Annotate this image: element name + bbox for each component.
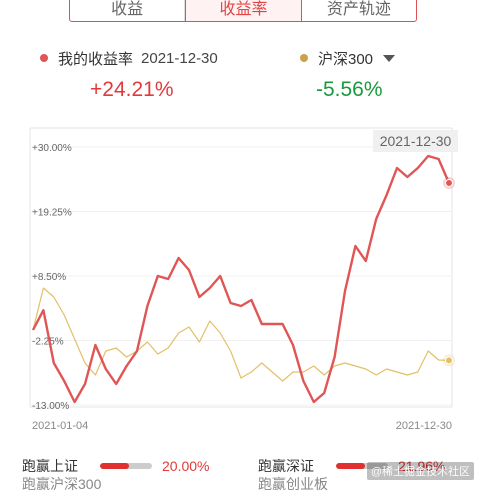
benchmark-summary[interactable]: 沪深300 -5.56% [300,46,396,102]
x-tick-label: 2021-12-30 [396,420,452,432]
chart-date-badge: 2021-12-30 [373,130,458,152]
beat-shanghai-bar-fill [100,463,129,469]
tab-return-rate[interactable]: 收益率 [185,0,302,21]
beat-shanghai-label: 跑赢上证 [22,458,78,474]
beat-shenzhen-value: 21.96% [398,458,446,474]
tab-bar: 收益 收益率 资产轨迹 [69,0,417,22]
my-return-date: 2021-12-30 [141,49,218,67]
benchmark-value: -5.56% [316,78,383,101]
beat-shanghai: 跑赢上证 20.00% [22,456,209,476]
y-tick-label: +30.00% [32,143,72,154]
beat-shanghai-bar [100,463,152,469]
summary-panel: 我的收益率 2021-12-30 +24.21% 沪深300 -5.56% [0,46,480,116]
my-return-label: 我的收益率 [58,50,134,68]
beat-shanghai-value: 20.00% [162,458,210,474]
my-return-line [31,154,451,404]
benchmark-label: 沪深300 [318,50,374,68]
beat-chinext-label: 跑赢创业板 [258,476,328,492]
y-tick-label: +19.25% [32,208,72,219]
my-return-summary: 我的收益率 2021-12-30 +24.21% [40,46,218,102]
return-line-chart[interactable]: +30.00% +19.25% +8.50% -2.25% -13.00% 2021-01… [0,120,480,440]
y-tick-label: +8.50% [32,272,66,283]
series-end-point [445,179,453,187]
tab-income[interactable]: 收益 [70,0,186,21]
my-return-value: +24.21% [90,78,174,101]
my-return-legend-dot [40,54,48,62]
x-tick-label: 2021-01-04 [32,420,88,432]
y-tick-label: -2.25% [32,337,64,348]
benchmark-line [32,287,450,382]
beat-shenzhen-bar [336,463,388,469]
beat-hs300-label: 跑赢沪深300 [22,476,102,492]
benchmark-legend-dot [300,54,308,62]
beat-shenzhen: 跑赢深证 21.96% [258,456,445,476]
y-tick-label: -13.00% [32,401,69,412]
tab-asset-track[interactable]: 资产轨迹 [326,1,391,18]
watermark: @稀土掘金技术社区 [366,462,474,480]
beat-shenzhen-label: 跑赢深证 [258,458,314,474]
series-end-point [445,356,453,365]
beat-shenzhen-bar-fill [336,463,365,469]
dropdown-caret-icon[interactable] [383,54,396,62]
